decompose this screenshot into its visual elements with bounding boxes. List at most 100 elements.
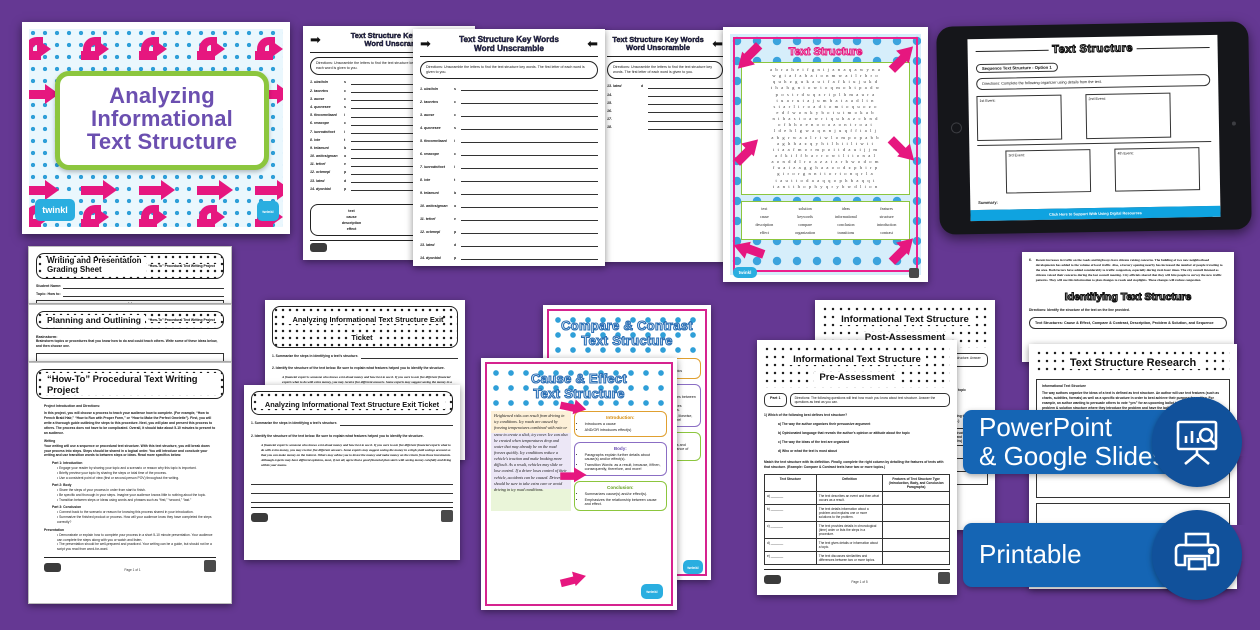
project-tag: “How-To” Procedural Text Writing Project xyxy=(146,318,217,322)
question-option[interactable]: b) Opinionated language that reveals the… xyxy=(778,430,910,435)
powerpoint-google-slides-badge[interactable]: PowerPoint & Google Slides xyxy=(963,410,1191,474)
worksheet-title-line-2: Word Unscramble xyxy=(364,39,429,49)
arrow-icon xyxy=(29,177,63,203)
exit-ticket-header: Analyzing Informational Text Structure E… xyxy=(272,306,458,348)
howto-header: “How-To” Procedural Text Writing Project xyxy=(36,369,224,399)
identifying-text-structure-sheet: 6. Recent increases in traffic on the ro… xyxy=(1022,252,1234,362)
question-option[interactable]: d) Who or what the text is most about xyxy=(778,448,837,453)
answer-line[interactable] xyxy=(251,494,453,503)
arrow-icon xyxy=(139,205,179,227)
word-bank-item: effect xyxy=(346,226,357,231)
answer-line[interactable] xyxy=(251,485,453,494)
arrow-right-icon: ➡ xyxy=(310,32,321,48)
badge-line-2: & Google Slides xyxy=(979,441,1166,471)
list-item: 1. ubstioln s xyxy=(310,80,468,85)
tablet-screen[interactable]: Text Structure Sequence Text Structure -… xyxy=(967,34,1221,222)
title-card-label: Analyzing Informational Text Structure xyxy=(55,71,269,170)
answer-line[interactable] xyxy=(340,421,453,426)
word-bank-item: contrast xyxy=(880,229,893,235)
exit-ticket-title: Analyzing Informational Text Structure E… xyxy=(286,315,444,342)
answer-line[interactable] xyxy=(361,354,458,359)
directions-box: Directions: Unscramble the letters to fi… xyxy=(607,60,723,79)
word-bank-item: text xyxy=(348,208,355,213)
list-item: 3. aucse c xyxy=(420,112,598,118)
word-bank-item: compare xyxy=(798,221,813,227)
part1-bullet: • Engage your reader by sharing your top… xyxy=(57,466,197,471)
word-bank-item: features xyxy=(880,205,893,211)
arrow-icon xyxy=(255,177,283,203)
arrow-icon xyxy=(560,467,588,483)
body-bullet: Transition Words: as a result, because, … xyxy=(585,463,662,471)
part3-bullet: • Connect back to the scenario or reason… xyxy=(57,509,194,514)
list-item: 12. orbmepl p xyxy=(310,170,468,175)
table-header: Features of Text Structure Type (Introdu… xyxy=(882,473,950,492)
twinkl-footer-logo xyxy=(251,512,268,522)
list-item: 9. telamuni b xyxy=(310,145,468,151)
part2-bullet: • Share the steps of your process in ord… xyxy=(57,488,146,493)
twinkl-footer-logo-secondary xyxy=(909,268,919,278)
unscramble-item-list: 1. ubstioln s 2. taonrtcs c 3. aucse c 4. q… xyxy=(310,80,468,192)
pre-assessment-title-line-1: Informational Text Structure xyxy=(788,354,926,365)
part1-bullet: • Briefly preview your topic by sharing … xyxy=(57,471,167,476)
organizer-box-2[interactable]: 2nd Event: xyxy=(1085,92,1172,140)
identifying-passage: Recent increases in traffic on the roads… xyxy=(1035,258,1223,282)
planning-sheet-header: Planning and Outlining “How-To” Procedur… xyxy=(36,311,224,329)
body-heading: Body: xyxy=(613,446,627,452)
arrow-left-icon: ⬅ xyxy=(712,36,723,52)
directions-box: Directions: Unscramble the letters to fi… xyxy=(420,61,598,80)
word-bank-item: transitions xyxy=(837,229,855,235)
twinkl-logo: twinkl xyxy=(35,199,75,221)
table-row: c) _______ The text provides details in c… xyxy=(764,520,950,539)
post-assessment-header: Informational Text Structure Post-Assess… xyxy=(822,306,988,348)
card-passage: Heightened risks can result from driving… xyxy=(491,411,571,512)
brainstorm-area[interactable] xyxy=(36,352,224,361)
word-bank-item: keywords xyxy=(797,213,813,219)
organizer-box-3[interactable]: 3rd Event: xyxy=(1005,149,1092,194)
organizer-directions: Directions: Complete the following organ… xyxy=(976,73,1211,91)
answer-line[interactable] xyxy=(251,476,453,485)
brainstorm-label: Brainstorm: xyxy=(36,335,58,339)
table-row: d) _______ The text gives details or info… xyxy=(764,537,950,552)
twinkl-logo: twinkl xyxy=(733,267,757,278)
writing-section-header: Writing xyxy=(36,299,224,303)
word-bank-item: informational xyxy=(834,213,857,219)
title-line-2: Informational xyxy=(91,105,233,131)
title-card-background: Analyzing Informational Text Structure t… xyxy=(29,29,283,227)
part3-bullet: • Summarize the finished product or proc… xyxy=(57,514,212,524)
twinkl-logo: twinkl xyxy=(641,584,663,599)
card-introduction-section: Introduction: Introduces a cause AND/OR … xyxy=(573,411,667,438)
unscramble-item-list: 13. lated d 14. 15. 16. 17. 18. xyxy=(607,84,723,130)
page-number: Page 1 of 1 xyxy=(124,568,141,573)
unscramble-worksheet-page-3: Text Structure Key Words Word Unscramble… xyxy=(600,30,730,262)
word-bank-item: text xyxy=(761,205,768,211)
student-name-input[interactable] xyxy=(63,284,224,289)
organizer-box-4[interactable]: 4th Event: xyxy=(1114,147,1201,192)
part-label: Part 1 xyxy=(764,393,787,407)
grading-title-line-1: Writing and Presentation xyxy=(47,256,142,265)
twinkl-footer-logo-secondary xyxy=(938,571,950,584)
conclusion-heading: Conclusion: xyxy=(607,485,634,491)
research-header: Text Structure Research xyxy=(1036,350,1230,374)
word-search-title: Text Structure xyxy=(788,46,863,59)
planning-sheet: Planning and Outlining “How-To” Procedur… xyxy=(28,304,232,362)
worksheet-title-line-1: Text Structure Key Words xyxy=(350,31,443,40)
table-row: a) _______ The text describes an event an… xyxy=(764,490,950,505)
topic-input[interactable] xyxy=(62,292,224,297)
presentation-chart-icon xyxy=(1152,397,1242,487)
word-bank-item: solution xyxy=(798,205,812,211)
worksheet-title-line-2: Word Unscramble xyxy=(474,44,544,54)
word-bank-item: structure xyxy=(879,213,894,219)
question-option[interactable]: c) The way the ideas of the text are org… xyxy=(778,439,850,444)
brainstorm-directions: Brainstorm topics or procedures that you… xyxy=(36,339,218,348)
list-item: 15. xyxy=(607,100,723,106)
list-item: 10. anitosigroan o xyxy=(420,203,598,209)
list-item: 14. dyonbial p xyxy=(420,255,598,261)
research-title: Text Structure Research xyxy=(1064,357,1202,369)
list-item: 16. xyxy=(607,108,723,114)
arrow-icon xyxy=(81,177,121,203)
question-option[interactable]: a) The way the author organizes their pe… xyxy=(778,421,871,426)
organizer-box-1[interactable]: 1st Event: xyxy=(976,94,1063,142)
presentation-title: Presentation xyxy=(44,527,64,532)
page-footer: Page 1 of 1 xyxy=(44,557,216,573)
